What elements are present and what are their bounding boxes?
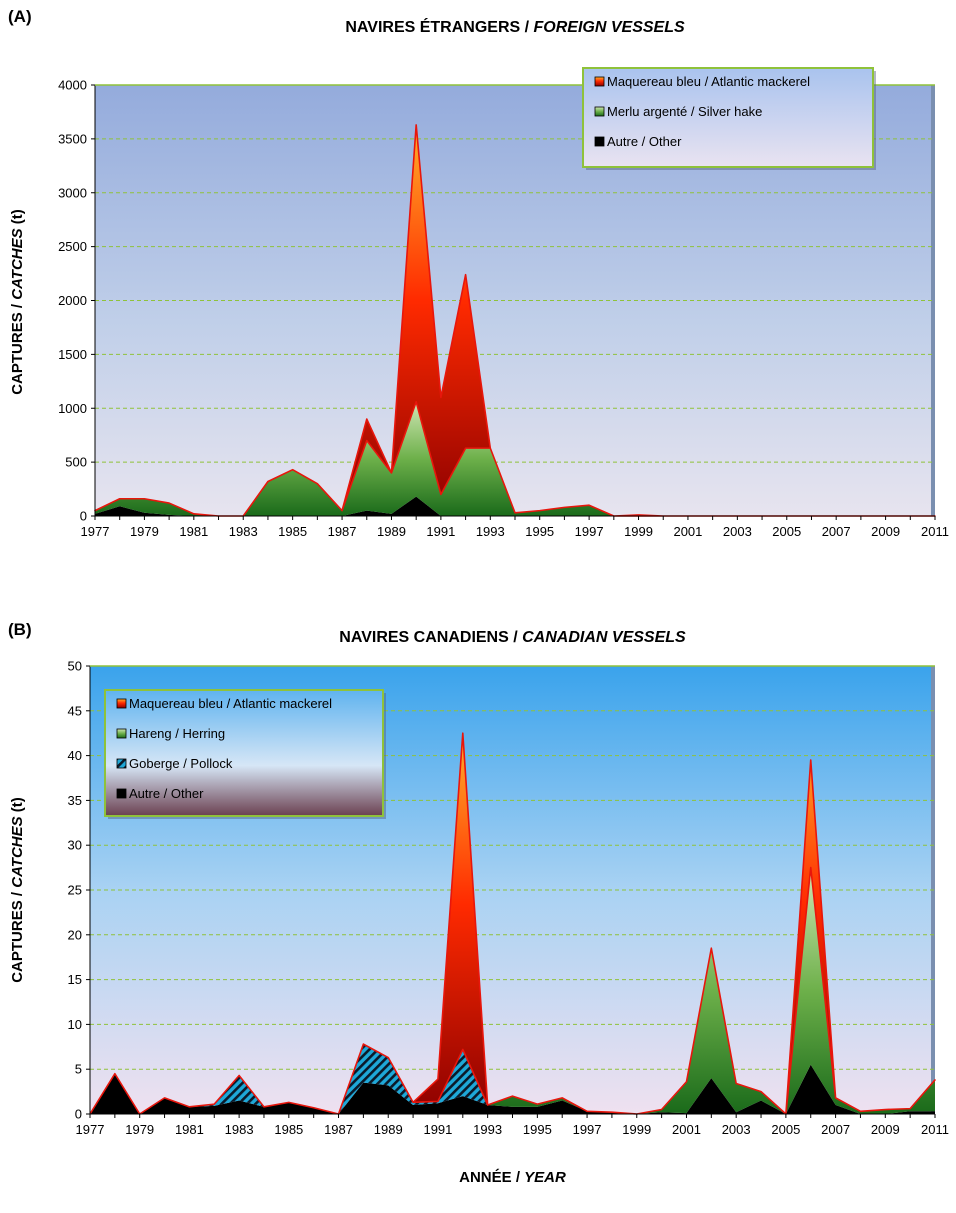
chart-b-x-tick-label: 2003	[722, 1122, 751, 1137]
chart-b-y-axis-label: CAPTURES / CATCHES (t)	[9, 797, 26, 983]
chart-a-y-tick-label: 4000	[58, 78, 87, 93]
chart-a-y-tick-label: 2000	[58, 293, 87, 308]
chart-a-title-italic: FOREIGN VESSELS	[534, 19, 685, 36]
chart-b-x-tick-label: 2001	[672, 1122, 701, 1137]
chart-a-x-tick-label: 1999	[624, 524, 653, 539]
chart-b-y-tick-label: 15	[68, 972, 82, 987]
chart-b-y-tick-label: 30	[68, 838, 82, 853]
chart-b-title-italic: CANADIAN VESSELS	[522, 629, 686, 646]
chart-b-title: NAVIRES CANADIENS / CANADIAN VESSELS	[339, 629, 686, 646]
chart-b-legend-label: Autre / Other	[129, 786, 204, 801]
chart-a-x-tick-label: 2007	[822, 524, 851, 539]
chart-a-legend-swatch	[594, 106, 605, 117]
chart-a-y-tick-label: 3000	[58, 185, 87, 200]
chart-b-legend-label: Goberge / Pollock	[129, 756, 233, 771]
chart-b-y-axis-label-part: CATCHES	[9, 816, 26, 887]
chart-b-x-axis-label-part: ANNÉE /	[459, 1169, 524, 1186]
chart-a-series-silver-hake	[95, 401, 935, 516]
chart-a-y-axis-label-part: CATCHES	[9, 228, 26, 299]
chart-a-y-axis-label-part: CAPTURES /	[9, 300, 26, 395]
chart-b-x-tick-label: 1991	[423, 1122, 452, 1137]
chart-a-x-tick-label: 2011	[921, 524, 949, 539]
chart-a-x-tick-label: 1979	[130, 524, 159, 539]
chart-b-x-tick-label: 1977	[76, 1122, 105, 1137]
chart-a-y-tick-label: 500	[65, 455, 87, 470]
chart-a-x-tick-label: 2005	[772, 524, 801, 539]
chart-a-x-tick-label: 2003	[723, 524, 752, 539]
chart-b-panel-label: (B)	[8, 620, 32, 639]
chart-b-x-tick-label: 1997	[573, 1122, 602, 1137]
chart-b-legend-swatch	[116, 788, 127, 799]
chart-b-y-tick-label: 10	[68, 1017, 82, 1032]
chart-b-legend-label: Maquereau bleu / Atlantic mackerel	[129, 696, 332, 711]
chart-b-x-tick-label: 1979	[125, 1122, 154, 1137]
chart-b-x-tick-label: 1983	[225, 1122, 254, 1137]
chart-b-series-atlantic-mackerel	[89, 732, 936, 1115]
chart-a-x-tick-label: 2009	[871, 524, 900, 539]
chart-b-series-herring	[90, 867, 935, 1114]
chart-a-y-tick-label: 3500	[58, 131, 87, 146]
chart-b-x-tick-label: 1989	[374, 1122, 403, 1137]
chart-a-x-tick-label: 1987	[328, 524, 357, 539]
chart-b-y-tick-label: 45	[68, 703, 82, 718]
chart-a-y-tick-label: 1500	[58, 347, 87, 362]
chart-a-y-axis-label-part: (t)	[9, 209, 26, 228]
chart-b-y-tick-label: 40	[68, 748, 82, 763]
chart-a-legend-label: Autre / Other	[607, 134, 682, 149]
chart-a-x-tick-label: 1977	[81, 524, 110, 539]
chart-b-y-tick-label: 25	[68, 883, 82, 898]
chart-b-legend	[104, 689, 384, 817]
chart-a-legend-swatch	[594, 76, 605, 87]
chart-b-y-tick-label: 20	[68, 927, 82, 942]
chart-a-x-tick-label: 1991	[426, 524, 455, 539]
chart-b-x-tick-label: 2007	[821, 1122, 850, 1137]
chart-b-x-tick-label: 1985	[274, 1122, 303, 1137]
chart-b-legend-swatch	[116, 728, 127, 739]
chart-b-x-axis-label-part: YEAR	[524, 1169, 566, 1186]
chart-b-x-tick-label: 2005	[771, 1122, 800, 1137]
chart-a-y-tick-label: 2500	[58, 239, 87, 254]
chart-a-y-tick-label: 1000	[58, 401, 87, 416]
chart-a-x-tick-label: 1989	[377, 524, 406, 539]
chart-b-x-tick-label: 2009	[871, 1122, 900, 1137]
chart-b-legend-swatch	[116, 758, 127, 769]
chart-a-x-tick-label: 1981	[179, 524, 208, 539]
chart-b-y-tick-label: 50	[68, 659, 82, 674]
chart-b-x-tick-label: 1995	[523, 1122, 552, 1137]
chart-a-y-tick-label: 0	[80, 509, 87, 524]
chart-a-legend-swatch	[594, 136, 605, 147]
chart-b-legend-label: Hareng / Herring	[129, 726, 225, 741]
chart-b-y-axis-label-part: CAPTURES /	[9, 888, 26, 983]
chart-a-legend	[582, 67, 874, 168]
chart-b-x-axis-label: ANNÉE / YEAR	[459, 1169, 566, 1186]
chart-b-y-tick-label: 0	[75, 1107, 82, 1122]
chart-a-x-tick-label: 1985	[278, 524, 307, 539]
chart-b-legend-swatch	[116, 698, 127, 709]
chart-a-title: NAVIRES ÉTRANGERS / FOREIGN VESSELS	[345, 17, 685, 36]
chart-b-x-tick-label: 1981	[175, 1122, 204, 1137]
chart-a-x-tick-label: 1995	[525, 524, 554, 539]
chart-a-panel-label: (A)	[8, 7, 32, 26]
chart-b-y-tick-label: 5	[75, 1062, 82, 1077]
chart-a-plot-edge	[931, 85, 935, 516]
chart-a-x-tick-label: 1983	[229, 524, 258, 539]
chart-a-y-axis-label: CAPTURES / CATCHES (t)	[9, 209, 26, 395]
chart-a-legend-label: Maquereau bleu / Atlantic mackerel	[607, 74, 810, 89]
chart-b-series-other	[90, 1064, 935, 1114]
chart-a-legend-label: Merlu argenté / Silver hake	[607, 104, 762, 119]
chart-b-title-main: NAVIRES CANADIENS /	[339, 629, 522, 646]
chart-a-x-tick-label: 1993	[476, 524, 505, 539]
chart-a-title-main: NAVIRES ÉTRANGERS /	[345, 17, 533, 36]
chart-b-x-tick-label: 1993	[473, 1122, 502, 1137]
chart-b-x-tick-label: 1987	[324, 1122, 353, 1137]
chart-a-x-tick-label: 1997	[575, 524, 604, 539]
chart-b-y-tick-label: 35	[68, 793, 82, 808]
chart-b-x-tick-label: 2011	[921, 1122, 949, 1137]
chart-a-x-tick-label: 2001	[673, 524, 702, 539]
chart-b-y-axis-label-part: (t)	[9, 797, 26, 816]
chart-b-x-tick-label: 1999	[622, 1122, 651, 1137]
